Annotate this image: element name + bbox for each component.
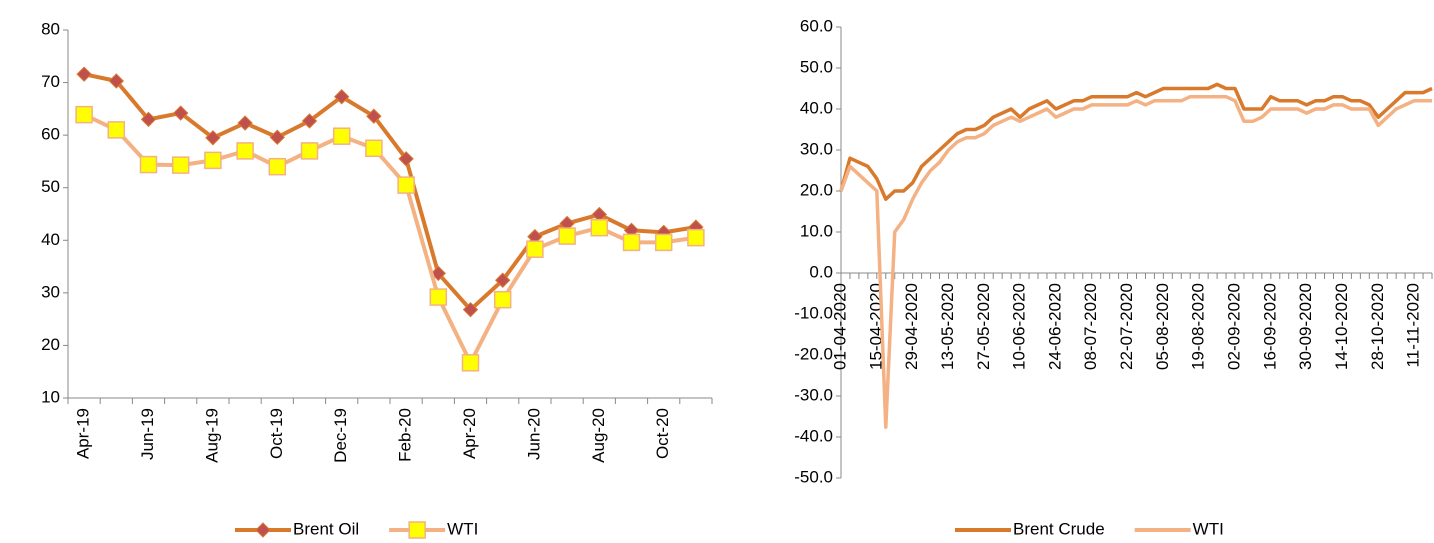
x-tick-label: 14-10-2020 (1332, 283, 1351, 370)
x-tick-label: Apr-20 (460, 408, 479, 459)
marker (461, 354, 480, 372)
x-tick-label: 19-08-2020 (1189, 283, 1208, 370)
x-tick-label: 24-06-2020 (1045, 283, 1064, 370)
marker (204, 151, 222, 170)
marker (493, 290, 512, 309)
marker (268, 157, 287, 176)
y-tick-label: 50 (41, 177, 60, 196)
series-line (839, 82, 1433, 201)
x-tick-label: Jun-20 (524, 408, 543, 460)
y-tick-label: 20.0 (800, 180, 833, 199)
y-tick-label: -10.0 (794, 303, 833, 322)
y-tick-label: 30 (41, 282, 60, 301)
marker (75, 105, 93, 124)
x-tick-label: 10-06-2020 (1010, 283, 1029, 370)
y-tick-label: 10.0 (800, 221, 833, 240)
y-tick-label: 80 (41, 19, 60, 38)
x-tick-label: Apr-19 (74, 408, 93, 459)
marker (171, 156, 190, 174)
y-tick-label: 60 (41, 125, 60, 144)
legend-label: WTI (1193, 519, 1224, 538)
y-tick-label: -20.0 (794, 344, 833, 363)
marker (398, 151, 414, 167)
y-tick-label: -30.0 (794, 385, 833, 404)
x-tick-label: 05-08-2020 (1153, 283, 1172, 370)
legend-label: WTI (447, 519, 478, 538)
marker (622, 233, 641, 252)
x-tick-label: 08-07-2020 (1081, 283, 1100, 370)
y-tick-label: 40 (41, 230, 60, 249)
x-tick-label: 16-09-2020 (1260, 283, 1279, 370)
marker (365, 139, 383, 158)
y-tick-label: 20 (41, 335, 60, 354)
y-tick-label: 50.0 (800, 57, 833, 76)
legend-label: Brent Oil (293, 519, 359, 538)
marker (366, 108, 382, 124)
marker (429, 288, 448, 306)
marker (76, 66, 92, 82)
marker (205, 130, 221, 146)
marker (526, 240, 544, 258)
x-tick-label: 28-10-2020 (1368, 283, 1387, 370)
series-line (83, 72, 697, 312)
series-line (83, 112, 697, 365)
marker (172, 105, 189, 121)
marker (430, 265, 447, 282)
x-tick-label: 30-09-2020 (1296, 283, 1315, 370)
y-tick-label: 40.0 (800, 98, 833, 117)
marker (558, 227, 576, 245)
x-tick-label: 27-05-2020 (974, 283, 993, 370)
marker (269, 129, 286, 145)
marker (237, 115, 253, 131)
y-tick-label: 60.0 (800, 16, 833, 35)
y-tick-label: -40.0 (794, 426, 833, 445)
y-tick-label: -50.0 (794, 467, 833, 486)
marker (332, 127, 351, 145)
x-tick-label: Jun-19 (138, 408, 157, 460)
marker (590, 218, 609, 237)
x-tick-label: 22-07-2020 (1117, 283, 1136, 370)
y-tick-label: 0.0 (809, 262, 833, 281)
marker (687, 228, 705, 247)
x-tick-label: Oct-19 (267, 408, 286, 459)
x-tick-label: Dec-19 (331, 408, 350, 463)
marker (654, 233, 673, 252)
marker (108, 73, 125, 89)
y-tick-label: 30.0 (800, 139, 833, 158)
legend-marker (255, 522, 271, 538)
legend-label: Brent Crude (1013, 519, 1105, 538)
marker (300, 142, 319, 160)
marker (462, 301, 479, 318)
y-tick-label: 70 (41, 72, 60, 91)
x-tick-label: 02-09-2020 (1224, 283, 1243, 370)
x-tick-label: Oct-20 (653, 408, 672, 459)
marker (139, 155, 158, 174)
marker (236, 142, 254, 160)
x-tick-label: 13-05-2020 (938, 283, 957, 370)
marker (397, 176, 415, 194)
series-line (839, 94, 1432, 429)
x-tick-label: Aug-20 (589, 408, 608, 463)
x-tick-label: 29-04-2020 (902, 283, 921, 370)
x-tick-label: Aug-19 (202, 408, 221, 463)
x-tick-label: 01-04-2020 (830, 283, 849, 370)
y-tick-label: 10 (41, 387, 60, 406)
x-tick-label: Feb-20 (396, 408, 415, 462)
marker (107, 121, 126, 139)
marker (301, 113, 318, 129)
legend-marker (408, 521, 426, 539)
marker (333, 89, 350, 105)
marker (494, 272, 511, 288)
marker (140, 111, 157, 128)
x-tick-label: 11-11-2020 (1404, 283, 1423, 367)
